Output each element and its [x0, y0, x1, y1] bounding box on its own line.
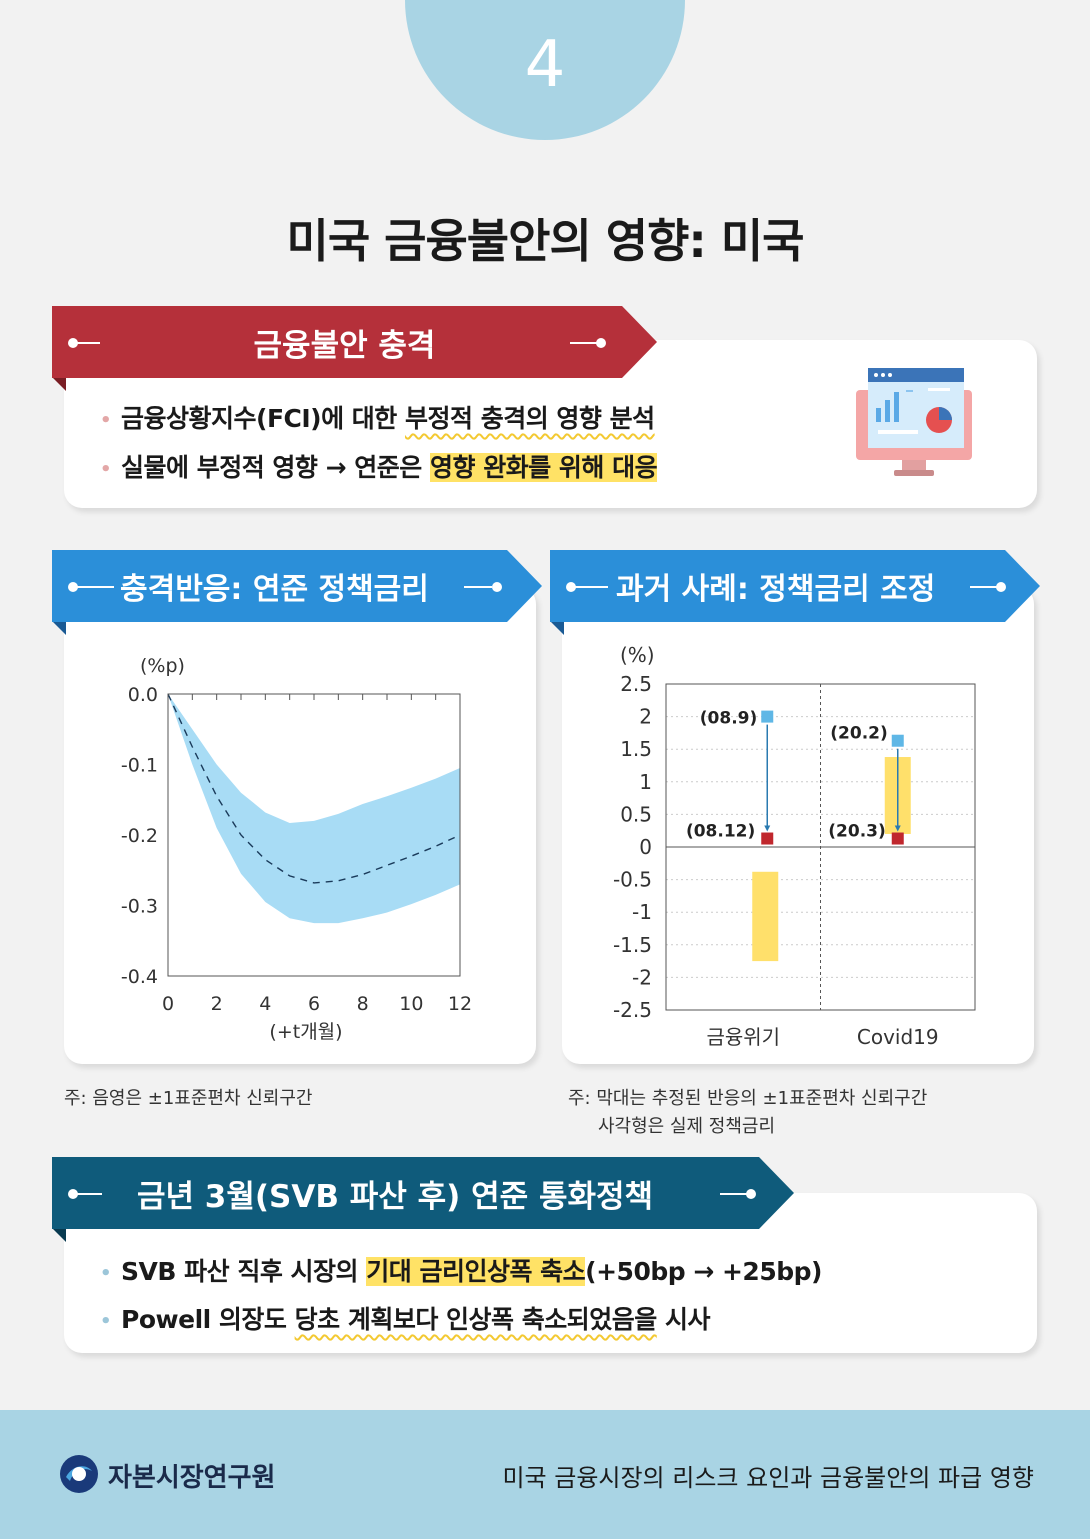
chart-right-banner-title: 과거 사례: 정책금리 조정 [616, 572, 936, 607]
chart-right-banner-fold [550, 621, 564, 635]
section1-banner: 금융불안 충격 [52, 306, 657, 378]
category-label: 금융위기 [706, 1025, 780, 1049]
y-tick-label: -0.4 [121, 966, 158, 988]
y-tick-label: -0.3 [121, 896, 158, 918]
y-axis-label: (%) [620, 643, 655, 667]
highlight-wavy: 부정적 충격의 영향 분석 [405, 404, 655, 433]
y-tick-label: 2.5 [620, 672, 652, 696]
chart-right-note-1: 주: 막대는 추정된 반응의 ±1표준편차 신뢰구간 [568, 1088, 928, 1109]
section4-banner-fold [52, 1228, 66, 1242]
rate-after-label: (08.12) [686, 822, 755, 842]
rate-before-marker [891, 734, 904, 747]
y-tick-label: -0.5 [613, 868, 652, 892]
footer-document-title: 미국 금융시장의 리스크 요인과 금융불안의 파급 영향 [502, 1464, 1034, 1492]
y-tick-label: 1 [639, 770, 652, 794]
y-tick-label: -2.5 [613, 998, 652, 1022]
x-tick-label: 0 [162, 993, 174, 1015]
y-tick-label: 2 [639, 705, 652, 729]
chart-left-banner-fold [52, 621, 66, 635]
y-axis-label: (%p) [140, 655, 185, 677]
x-axis-label: (+t개월) [269, 1021, 342, 1043]
section1-banner-fold [52, 377, 66, 391]
section4-banner: 금년 3월(SVB 파산 후) 연준 통화정책 [52, 1157, 794, 1229]
x-tick-label: 6 [308, 993, 320, 1015]
rate-after-marker [891, 832, 904, 845]
change-arrow-head [764, 825, 771, 832]
section1-bullet-1: • 금융상황지수(FCI)에 대한 부정적 충격의 영향 분석 [100, 404, 655, 433]
x-tick-label: 4 [259, 993, 271, 1015]
chart-left-svg: 0.0 -0.1 -0.2 -0.3 -0.40 2 4 6 8 10 12 (%p) (+t개월) [121, 655, 472, 1043]
y-tick-label: -1.5 [613, 933, 652, 957]
confidence-band [168, 694, 460, 924]
footer [0, 1410, 1090, 1539]
category-label: Covid19 [857, 1025, 939, 1049]
y-tick-label: -1 [632, 900, 652, 924]
section4-banner-title: 금년 3월(SVB 파산 후) 연준 통화정책 [136, 1178, 654, 1215]
highlight-wavy: 당초 계획보다 인상폭 축소되었음을 [294, 1305, 658, 1334]
y-tick-label: -0.2 [121, 825, 158, 847]
footer-logo-text: 자본시장연구원 [108, 1463, 276, 1493]
x-tick-label: 10 [399, 993, 423, 1015]
x-tick-label: 12 [448, 993, 472, 1015]
kcmi-logo-icon [60, 1455, 98, 1493]
x-tick-label: 2 [211, 993, 223, 1015]
y-tick-label: 0.0 [128, 684, 158, 706]
page-title: 미국 금융불안의 영향: 미국 [286, 214, 805, 268]
highlight-yellow: 기대 금리인상폭 축소 [366, 1257, 586, 1286]
section4-bullet-2: • Powell 의장도 당초 계획보다 인상폭 축소되었음을 시사 [100, 1305, 710, 1334]
y-tick-label: 0 [639, 835, 652, 859]
rate-after-label: (20.3) [828, 822, 885, 842]
section4-bullet-1: • SVB 파산 직후 시장의 기대 금리인상폭 축소(+50bp → +25bp… [100, 1257, 822, 1286]
monitor-chart-icon [856, 368, 972, 476]
section1-banner-title: 금융불안 충격 [253, 327, 436, 364]
rate-before-label: (20.2) [830, 724, 887, 744]
rate-before-marker [761, 710, 774, 723]
page-number: 4 [524, 28, 566, 102]
chart-left-banner: 충격반응: 연준 정책금리 [52, 550, 542, 622]
x-tick-label: 8 [357, 993, 369, 1015]
chart-right-svg: (08.9) (08.12) (20.2) (20.3) 2.5 2 1.5 1 0.5 0 -0.… [613, 643, 976, 1049]
chart-left-note: 주: 음영은 ±1표준편차 신뢰구간 [64, 1088, 313, 1109]
estimate-bar [752, 871, 779, 962]
y-tick-label: -0.1 [121, 755, 158, 777]
rate-after-marker [761, 832, 774, 845]
y-tick-label: 1.5 [620, 737, 652, 761]
highlight-yellow: 영향 완화를 위해 대응 [429, 453, 658, 482]
chart-left-banner-title: 충격반응: 연준 정책금리 [120, 572, 429, 607]
y-tick-label: 0.5 [620, 802, 652, 826]
mean-response-line [167, 693, 461, 884]
change-arrow-head [894, 825, 901, 832]
chart-right-card [562, 586, 1034, 1064]
chart-right-note-2: 사각형은 실제 정책금리 [598, 1116, 776, 1137]
rate-before-label: (08.9) [700, 709, 757, 729]
section1-bullet-2: • 실물에 부정적 영향 → 연준은 영향 완화를 위해 대응 [100, 453, 658, 482]
chart-right-banner: 과거 사례: 정책금리 조정 [550, 550, 1040, 622]
y-tick-label: -2 [632, 965, 652, 989]
